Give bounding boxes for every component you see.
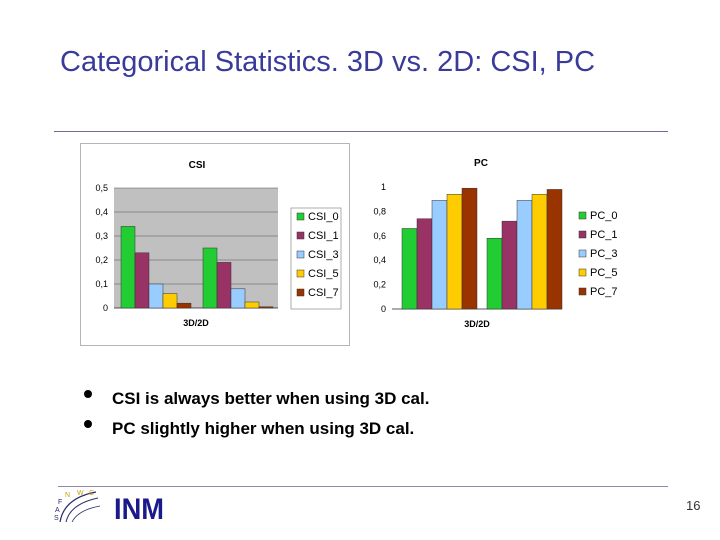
y-tick-label: 0,3 bbox=[95, 231, 108, 241]
legend-label: PC_3 bbox=[590, 248, 618, 260]
y-tick-label: 0,4 bbox=[95, 207, 108, 217]
legend-swatch bbox=[296, 288, 305, 297]
bullet-item: PC slightly higher when using 3D cal. bbox=[84, 414, 414, 444]
pc-chart: PC 0 0,2 0,4 0,6 0,8 1 3D/2D PC_0 PC_1 PC_3 PC_5 PC_… bbox=[373, 158, 618, 329]
y-tick-label: 0 bbox=[381, 304, 386, 314]
legend-label: PC_7 bbox=[590, 286, 618, 298]
legend-swatch bbox=[578, 249, 587, 258]
bar bbox=[431, 200, 448, 310]
y-tick-label: 0,2 bbox=[95, 255, 108, 265]
bar bbox=[134, 252, 150, 309]
legend-swatch bbox=[296, 212, 305, 221]
logo-letter: C bbox=[89, 490, 94, 497]
legend-label: CSI_1 bbox=[308, 230, 339, 242]
legend-swatch bbox=[578, 268, 587, 277]
bullet-list: CSI is always better when using 3D cal. … bbox=[84, 384, 429, 444]
legend-swatch bbox=[296, 250, 305, 259]
y-tick-label: 1 bbox=[381, 182, 386, 192]
legend-box bbox=[290, 207, 342, 310]
bar bbox=[461, 187, 478, 310]
saf-nwc-logo: S A F N W C bbox=[54, 490, 101, 523]
y-tick-label: 0,4 bbox=[373, 255, 386, 265]
legend-label: CSI_7 bbox=[308, 287, 339, 299]
bar bbox=[501, 220, 518, 310]
bar bbox=[446, 194, 463, 310]
legend-swatch bbox=[578, 287, 587, 296]
bar bbox=[148, 283, 164, 309]
bar bbox=[531, 194, 548, 310]
legend-swatch bbox=[296, 231, 305, 240]
bullet-dot-icon bbox=[84, 420, 92, 428]
legend-label: CSI_3 bbox=[308, 249, 339, 261]
inm-logo: INM bbox=[114, 493, 164, 522]
bar bbox=[486, 237, 503, 310]
bar bbox=[416, 218, 433, 310]
x-axis-label: 3D/2D bbox=[183, 318, 209, 328]
bar bbox=[546, 189, 563, 310]
bar bbox=[244, 301, 260, 309]
logo-letter: S bbox=[54, 515, 59, 522]
bar bbox=[162, 293, 178, 309]
bullet-item: CSI is always better when using 3D cal. bbox=[84, 384, 429, 414]
bullet-dot-icon bbox=[84, 390, 92, 398]
slide-title: Categorical Statistics. 3D vs. 2D: CSI, … bbox=[60, 46, 596, 78]
y-tick-label: 0,1 bbox=[95, 279, 108, 289]
bullet-text: PC slightly higher when using 3D cal. bbox=[112, 419, 415, 438]
logo-letter: A bbox=[55, 507, 60, 514]
legend-swatch bbox=[578, 211, 587, 220]
chart-title: PC bbox=[474, 158, 488, 169]
logo-letter: F bbox=[58, 499, 62, 506]
bar bbox=[516, 200, 533, 310]
legend-label: CSI_0 bbox=[308, 211, 339, 223]
legend-label: CSI_5 bbox=[308, 268, 339, 280]
bar bbox=[202, 247, 218, 309]
y-tick-label: 0,6 bbox=[373, 231, 386, 241]
logo-letter: W bbox=[77, 490, 84, 497]
bar bbox=[258, 306, 274, 309]
y-tick-label: 0,2 bbox=[373, 280, 386, 290]
chart-title: CSI bbox=[189, 160, 206, 171]
page-number: 16 bbox=[686, 498, 701, 513]
legend-label: PC_1 bbox=[590, 229, 618, 241]
y-tick-label: 0,5 bbox=[95, 183, 108, 193]
title-divider bbox=[54, 131, 668, 132]
csi-chart: CSI 0 0,1 0,2 0,3 0,4 0,5 3D/2D CSI_0 CSI_1 CSI_3 C… bbox=[80, 143, 350, 346]
bar bbox=[176, 302, 192, 309]
bar bbox=[401, 228, 418, 310]
bar bbox=[230, 288, 246, 309]
bar bbox=[120, 226, 136, 309]
legend-swatch bbox=[578, 230, 587, 239]
logo-letter: N bbox=[65, 492, 70, 499]
y-tick-label: 0,8 bbox=[373, 206, 386, 216]
bullet-text: CSI is always better when using 3D cal. bbox=[112, 389, 430, 408]
legend-label: PC_5 bbox=[590, 267, 618, 279]
logo-inm-text: INM bbox=[114, 493, 164, 522]
x-axis-label: 3D/2D bbox=[464, 319, 490, 329]
legend-label: PC_0 bbox=[590, 210, 618, 222]
y-tick-label: 0 bbox=[103, 303, 108, 313]
bar bbox=[216, 262, 232, 309]
footer-divider bbox=[58, 486, 668, 487]
legend-swatch bbox=[296, 269, 305, 278]
